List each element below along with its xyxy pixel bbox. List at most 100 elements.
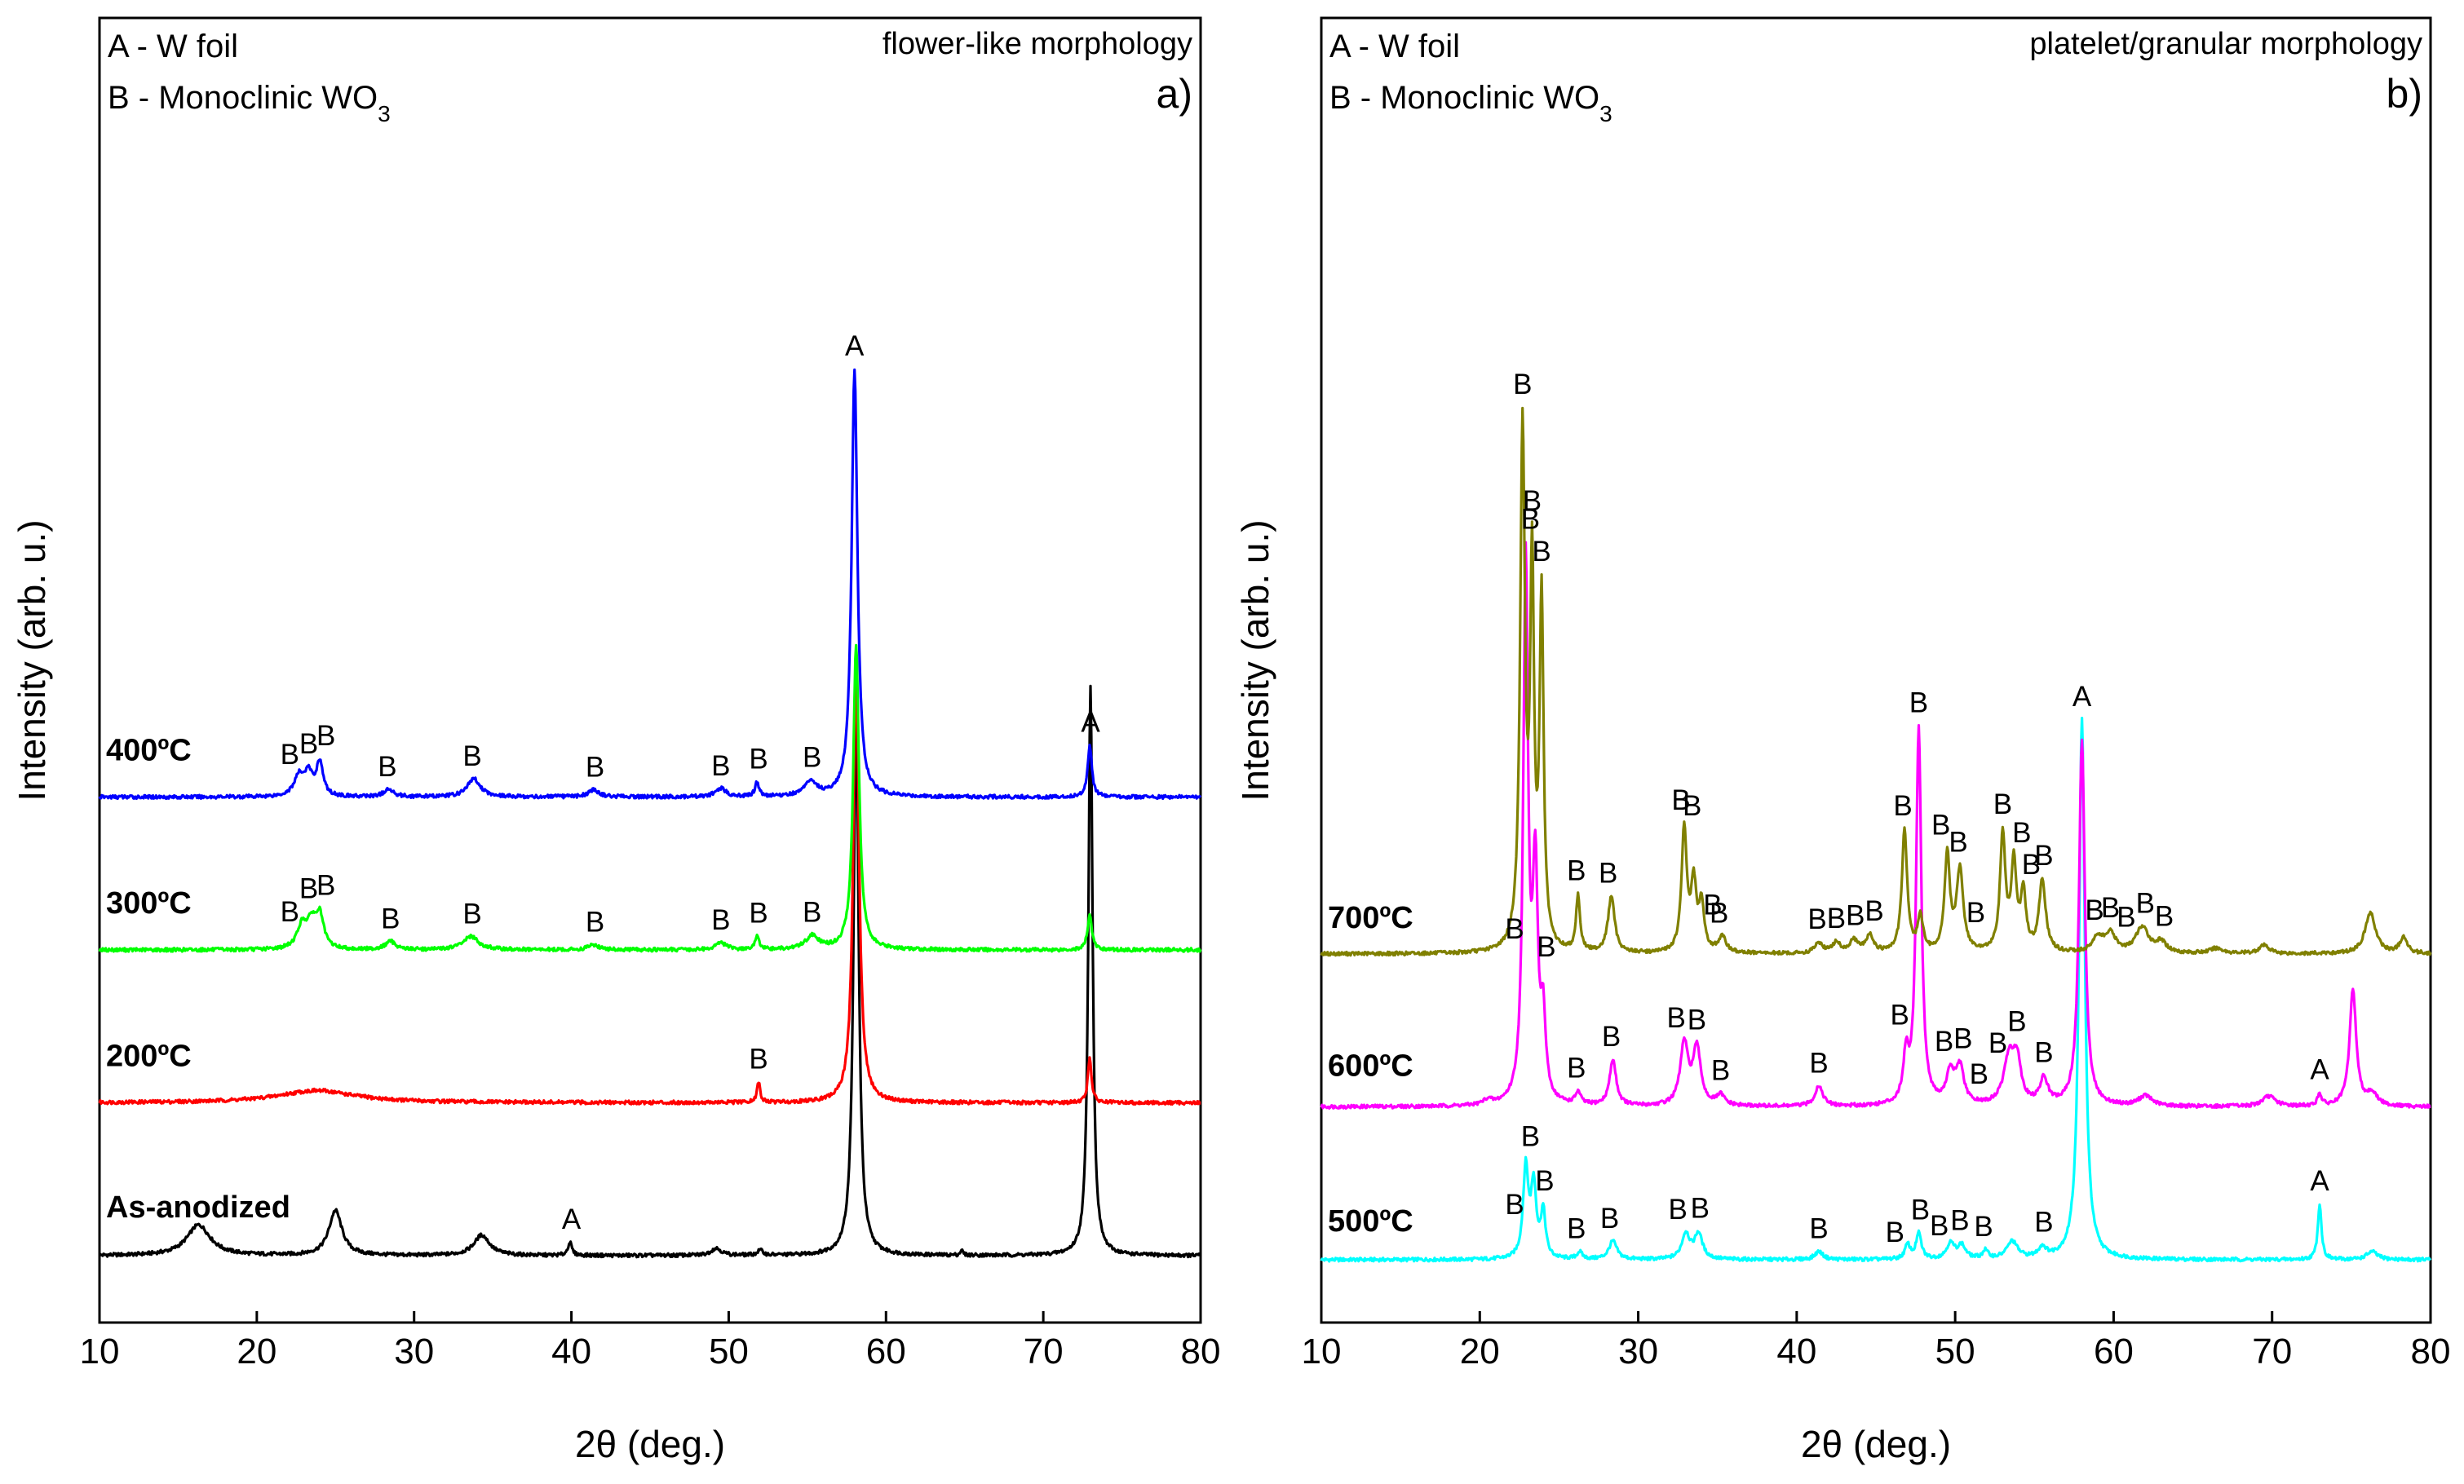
peak-label: B <box>1521 504 1540 536</box>
x-tick-label: 70 <box>1024 1332 1064 1371</box>
peak-label: A <box>2073 681 2092 713</box>
peak-label: B <box>1807 903 1826 935</box>
peak-label: B <box>381 903 400 934</box>
x-tick-label: 40 <box>551 1332 591 1371</box>
x-tick-label: 80 <box>2411 1332 2451 1371</box>
peak-label: B <box>1935 1026 1953 1058</box>
peak-label: B <box>2101 892 2120 924</box>
trace-600c <box>1320 541 2431 1110</box>
peak-label: A <box>845 330 865 362</box>
peak-label: A <box>2310 1165 2329 1197</box>
peak-label: B <box>1710 897 1728 929</box>
peak-label: B <box>1711 1054 1730 1086</box>
peak-label: B <box>749 744 768 775</box>
peak-label: B <box>711 750 730 782</box>
peak-label: B <box>2085 894 2103 926</box>
peak-label: B <box>749 1044 768 1075</box>
peak-label: B <box>1535 1165 1554 1197</box>
peak-label: B <box>316 870 335 902</box>
peak-label: B <box>1988 1027 2007 1059</box>
curve-labels-a: As-anodized 200ºC 300ºC 400ºC <box>106 734 290 1226</box>
curve-label: 300ºC <box>106 886 192 921</box>
peak-label: B <box>1567 855 1586 886</box>
legend-line-1-b: A - W foil <box>1329 29 1460 64</box>
peak-label: B <box>462 740 481 772</box>
ylabel-b: Intensity (arb. u.) <box>1234 519 1276 801</box>
curve-label: As-anodized <box>106 1190 290 1225</box>
trace-700c <box>1320 406 2432 957</box>
peak-label: B <box>1671 784 1690 816</box>
legend-text-prefix-a: B - Monoclinic WO <box>108 80 378 116</box>
peak-label: B <box>378 751 396 783</box>
traces-b <box>1320 406 2432 1263</box>
legend-line-1-a: A - W foil <box>108 29 238 64</box>
peak-label: B <box>2117 901 2135 933</box>
peak-label: B <box>2034 1036 2053 1068</box>
peak-label: B <box>1809 1047 1828 1079</box>
trace-300c <box>98 643 1202 953</box>
ylabel-a: Intensity (arb. u.) <box>11 519 53 801</box>
panel-letter-a: a) <box>1157 71 1192 117</box>
peak-label: B <box>1865 895 1883 927</box>
peak-label: B <box>1602 1021 1621 1053</box>
legend-text-prefix-b: B - Monoclinic WO <box>1329 80 1599 116</box>
peak-label: B <box>1668 1194 1687 1226</box>
x-axis-a: 10 20 30 40 50 60 70 80 <box>80 1311 1220 1371</box>
x-tick-label: 50 <box>1935 1332 1975 1371</box>
x-tick-label: 70 <box>2252 1332 2292 1371</box>
curve-label: 200ºC <box>106 1040 192 1074</box>
x-tick-label: 30 <box>1618 1332 1658 1371</box>
peak-label: B <box>1505 913 1524 945</box>
peak-label: B <box>1567 1212 1586 1244</box>
x-tick-label: 40 <box>1776 1332 1816 1371</box>
peak-label: B <box>803 742 821 774</box>
peak-label: B <box>1930 1210 1949 1242</box>
x-tick-label: 60 <box>2094 1332 2134 1371</box>
peak-label: B <box>1909 687 1928 718</box>
trace-asanodized <box>98 684 1202 1259</box>
peak-label: B <box>462 899 481 930</box>
curve-labels-b: 500ºC 600ºC 700ºC <box>1328 901 1413 1239</box>
morphology-title-b: platelet/granular morphology <box>2029 27 2422 61</box>
peak-label: B <box>1827 903 1846 934</box>
peak-label: B <box>1683 790 1701 822</box>
peak-label: B <box>299 873 318 905</box>
peak-label: B <box>749 898 768 930</box>
peak-label: B <box>2022 849 2041 881</box>
peak-label: B <box>1974 1211 1993 1243</box>
x-axis-b: 10 20 30 40 50 60 70 80 <box>1302 1311 2451 1371</box>
peak-label: B <box>1691 1193 1710 1225</box>
x-tick-label: 30 <box>394 1332 434 1371</box>
peak-label: B <box>1537 931 1555 963</box>
peak-label: B <box>1950 1204 1969 1236</box>
peak-label: B <box>1890 999 1909 1031</box>
peak-label: B <box>1703 889 1722 921</box>
legend-sub-a: 3 <box>378 101 391 126</box>
x-tick-label: 60 <box>866 1332 906 1371</box>
peak-label: B <box>2155 901 2174 933</box>
xlabel-b: 2θ (deg.) <box>1801 1423 1951 1465</box>
peak-label: A <box>2310 1054 2329 1086</box>
peak-label: B <box>1599 858 1617 890</box>
plot-frame-b <box>1320 16 2432 1324</box>
peak-label: B <box>1966 897 1985 929</box>
peak-label: B <box>1513 369 1532 400</box>
peak-label: A <box>1081 707 1100 739</box>
peak-label: B <box>1970 1058 1988 1090</box>
peak-label: A <box>562 1204 582 1235</box>
peak-label: B <box>2034 1206 2053 1238</box>
trace-500c <box>1320 717 2432 1263</box>
peak-label: B <box>1846 900 1865 932</box>
x-tick-label: 20 <box>237 1332 276 1371</box>
peak-label: B <box>1809 1213 1828 1245</box>
peak-label: B <box>281 739 299 771</box>
peak-label: B <box>586 751 604 783</box>
peak-label: B <box>281 896 299 928</box>
morphology-title-a: flower-like morphology <box>883 27 1192 61</box>
xlabel-a: 2θ (deg.) <box>575 1423 725 1465</box>
